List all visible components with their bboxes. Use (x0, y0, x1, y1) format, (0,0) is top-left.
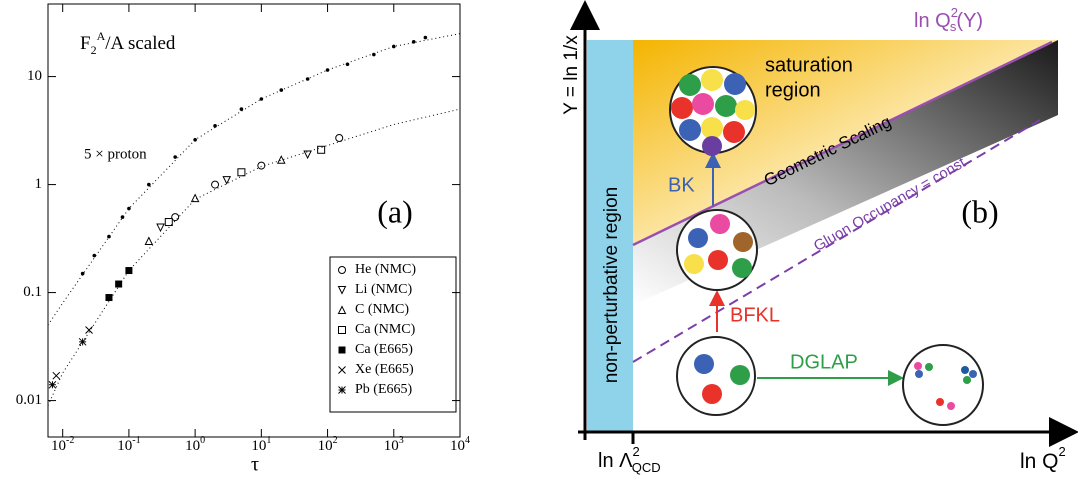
chart-title: F2A/A scaled (80, 29, 176, 57)
x-tick-label: 101 (251, 435, 271, 454)
legend-label: Ca (E665) (355, 342, 413, 357)
point (81, 272, 85, 276)
point (49, 381, 56, 388)
point (372, 53, 376, 57)
tick-exponent: 0 (200, 435, 205, 446)
y-axis-label: Y = ln 1/x (561, 35, 582, 115)
tick-exponent: 3 (399, 435, 404, 446)
tick-exponent: 2 (333, 435, 338, 446)
point (107, 235, 111, 239)
point (125, 267, 132, 274)
point (424, 36, 428, 40)
point (145, 238, 152, 245)
x-tick-label: 10-2 (51, 435, 74, 454)
region-label: region (765, 79, 821, 101)
point (53, 372, 60, 379)
region-label: saturation (765, 54, 853, 76)
point (238, 169, 245, 176)
point (412, 40, 416, 44)
tick-base: 10 (318, 438, 333, 454)
point (279, 88, 283, 92)
point (258, 162, 265, 169)
legend-label: Pb (E665) (355, 382, 413, 397)
figure: F2A/A scaled (a) τ 5 × proton 10-210-110… (0, 0, 1078, 476)
point (193, 138, 197, 142)
point (260, 97, 264, 101)
x-tick-label: 100 (185, 435, 205, 454)
y-tick-label: 0.1 (23, 284, 42, 300)
point (326, 68, 330, 72)
legend-marker (339, 387, 346, 394)
point (192, 195, 199, 202)
tick-base: 10 (51, 438, 66, 454)
y-tick-label: 10 (27, 68, 42, 84)
point (115, 281, 122, 288)
tick-exponent: -1 (132, 435, 140, 446)
point (213, 124, 217, 128)
point (336, 134, 343, 141)
small-partons (903, 345, 983, 425)
point (392, 45, 396, 49)
proton (677, 210, 757, 290)
point (173, 155, 177, 159)
tick-base: 10 (450, 438, 465, 454)
point (147, 183, 151, 187)
y-tick-label: 1 (35, 176, 43, 192)
panel-label: (a) (377, 193, 413, 229)
evolution-label: BK (668, 174, 695, 196)
point (121, 215, 125, 219)
legend-label: Xe (E665) (355, 362, 414, 377)
legend-marker (339, 347, 346, 354)
x-tick-label: 10-1 (117, 435, 140, 454)
dilute-proton (677, 337, 755, 415)
annotation: 5 × proton (84, 146, 147, 162)
point (157, 224, 164, 231)
region-label: non-perturbative region (601, 187, 622, 383)
point (346, 62, 350, 66)
point (318, 146, 325, 153)
tick-base: 10 (384, 438, 399, 454)
legend-label: Ca (NMC) (355, 322, 416, 337)
tick-base: 10 (185, 438, 200, 454)
tick-exponent: 1 (266, 435, 271, 446)
legend-label: C (NMC) (355, 302, 409, 317)
x-tick-label: 103 (384, 435, 404, 454)
legend-label: He (NMC) (355, 262, 416, 277)
panel-label: (b) (961, 193, 998, 229)
x-axis-label: τ (251, 454, 259, 476)
point (212, 181, 219, 188)
y-tick-label: 0.01 (16, 392, 42, 408)
tick-exponent: 4 (465, 435, 470, 446)
tick-base: 10 (251, 438, 266, 454)
x-tick-label: 104 (450, 435, 470, 454)
evolution-label: DGLAP (790, 351, 858, 373)
x-tick-label: 102 (318, 435, 338, 454)
tick-exponent: -2 (66, 435, 74, 446)
point (79, 338, 86, 345)
point (304, 151, 311, 158)
point (92, 254, 96, 258)
legend-label: Li (NMC) (355, 282, 413, 297)
evolution-label: BFKL (730, 304, 780, 326)
point (306, 77, 310, 81)
tick-base: 10 (117, 438, 132, 454)
point (240, 107, 244, 111)
point (105, 294, 112, 301)
x-axis-label: ln Q2 (1020, 444, 1066, 472)
point (127, 207, 131, 211)
